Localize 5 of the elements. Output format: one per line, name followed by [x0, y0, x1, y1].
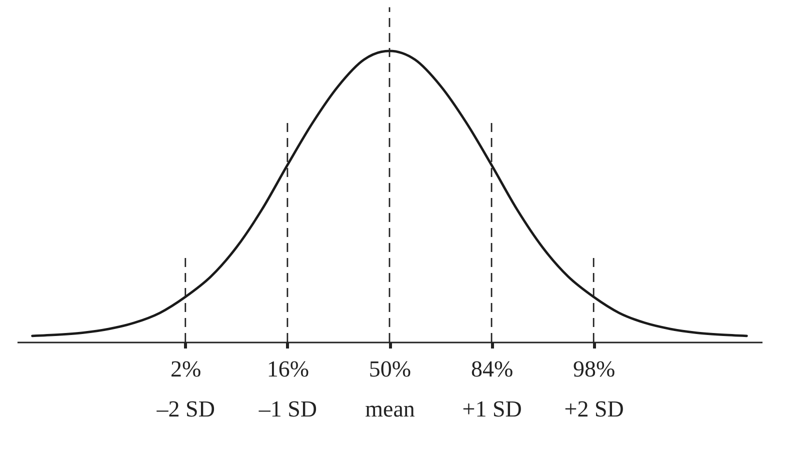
x-tick-label: 50% mean [365, 356, 416, 422]
x-tick-label: 2% –2 SD [156, 356, 215, 422]
x-tick-label: 84% +1 SD [462, 356, 522, 422]
x-tick-label: 16% –1 SD [258, 356, 318, 422]
x-tick-label: 98% +2 SD [564, 356, 624, 422]
